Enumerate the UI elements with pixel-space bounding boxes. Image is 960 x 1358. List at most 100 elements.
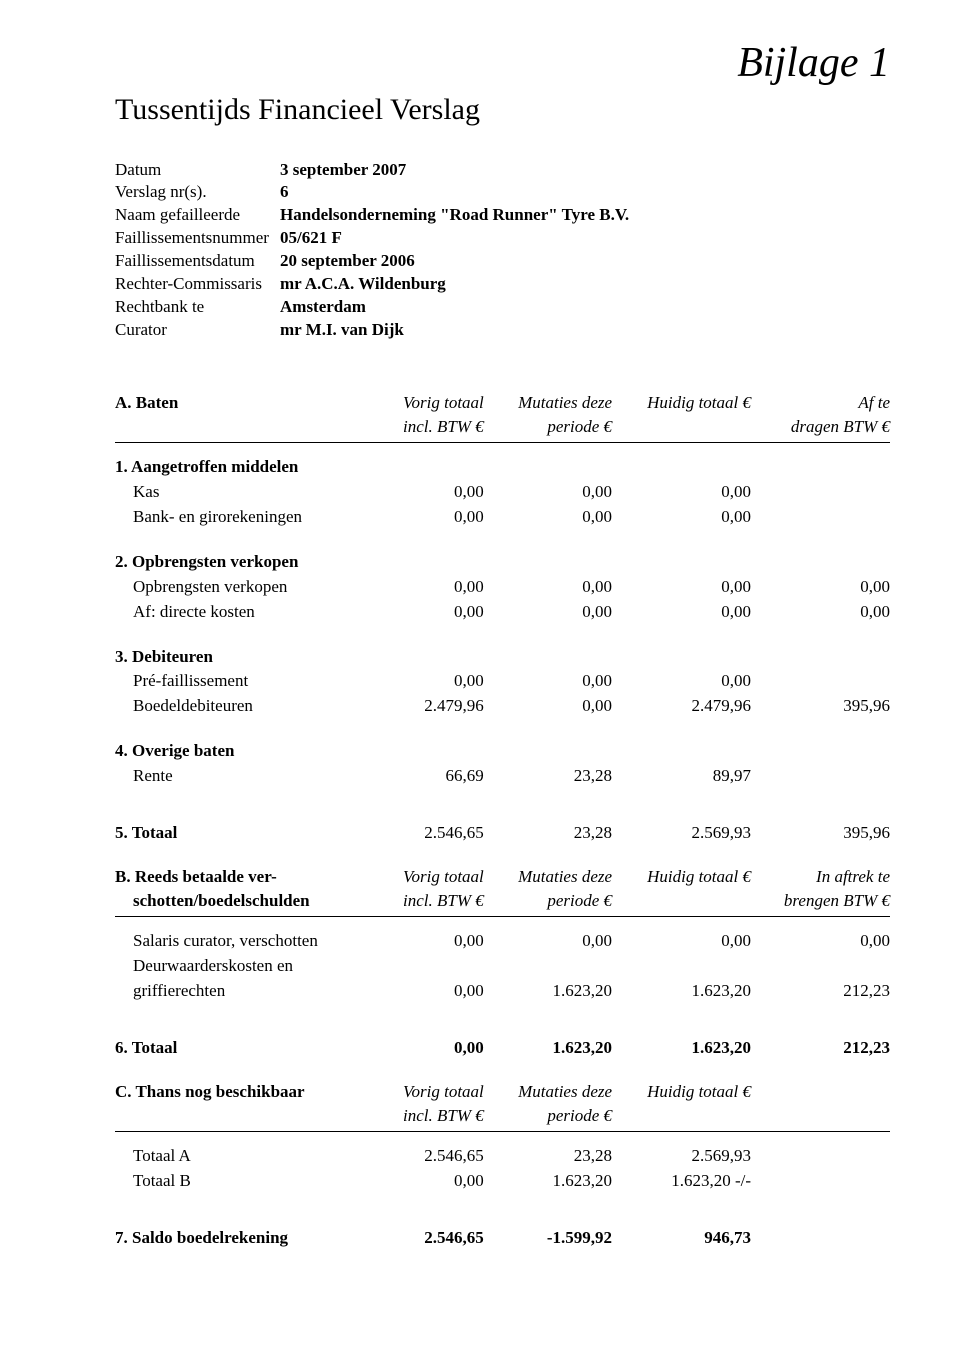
col-head: Huidig totaal € — [612, 1081, 751, 1105]
data-row: Boedeldebiteuren 2.479,96 0,00 2.479,96 … — [115, 694, 890, 719]
cell: 23,28 — [484, 1144, 612, 1169]
total-row: 5. Totaal 2.546,65 23,28 2.569,93 395,96 — [115, 821, 890, 846]
section-b-title1: B. Reeds betaalde ver- — [115, 866, 356, 890]
financial-table: A. Baten Vorig totaal Mutaties deze Huid… — [115, 392, 890, 1250]
col-head: Af te — [751, 392, 890, 416]
cell: -1.599,92 — [484, 1226, 612, 1251]
meta-label: Rechtbank te — [115, 296, 280, 319]
meta-value: mr A.C.A. Wildenburg — [280, 273, 629, 296]
cell: 0,00 — [484, 694, 612, 719]
cell: 23,28 — [484, 821, 612, 846]
col-head: incl. BTW € — [356, 1105, 484, 1129]
cell — [751, 1226, 890, 1251]
cell: 212,23 — [751, 1036, 890, 1061]
col-head: Huidig totaal € — [612, 866, 751, 890]
row-label: Bank- en girorekeningen — [115, 505, 356, 530]
cell: 0,00 — [484, 600, 612, 625]
meta-value: mr M.I. van Dijk — [280, 319, 629, 342]
cell — [484, 954, 612, 979]
data-row: Totaal A 2.546,65 23,28 2.569,93 — [115, 1144, 890, 1169]
cell: 1.623,20 — [484, 1036, 612, 1061]
cell: 395,96 — [751, 821, 890, 846]
data-row: Opbrengsten verkopen 0,00 0,00 0,00 0,00 — [115, 575, 890, 600]
section-c-header2: incl. BTW € periode € — [115, 1105, 890, 1129]
meta-row: Datum3 september 2007 — [115, 159, 629, 182]
group-title: 1. Aangetroffen middelen — [115, 455, 356, 480]
group-title: 2. Opbrengsten verkopen — [115, 550, 356, 575]
meta-table: Datum3 september 2007 Verslag nr(s).6 Na… — [115, 159, 629, 343]
meta-label: Curator — [115, 319, 280, 342]
cell: 1.623,20 — [612, 1036, 751, 1061]
section-a-header: A. Baten Vorig totaal Mutaties deze Huid… — [115, 392, 890, 416]
cell — [751, 954, 890, 979]
section-a-title: A. Baten — [115, 392, 356, 416]
section-c-title: C. Thans nog beschikbaar — [115, 1081, 356, 1105]
meta-label: Verslag nr(s). — [115, 181, 280, 204]
meta-row: Faillissementsnummer05/621 F — [115, 227, 629, 250]
meta-row: Verslag nr(s).6 — [115, 181, 629, 204]
col-head: Vorig totaal — [356, 1081, 484, 1105]
data-row: Rente 66,69 23,28 89,97 — [115, 764, 890, 789]
cell: 2.569,93 — [612, 1144, 751, 1169]
row-label: Deurwaarderskosten en — [115, 954, 356, 979]
cell: 0,00 — [484, 505, 612, 530]
data-row: Deurwaarderskosten en — [115, 954, 890, 979]
row-label: Opbrengsten verkopen — [115, 575, 356, 600]
cell: 0,00 — [356, 669, 484, 694]
data-row: Kas 0,00 0,00 0,00 — [115, 480, 890, 505]
col-head: Vorig totaal — [356, 392, 484, 416]
section-b-header2: schotten/boedelschulden incl. BTW € peri… — [115, 890, 890, 914]
cell: 212,23 — [751, 979, 890, 1004]
data-row: Pré-faillissement 0,00 0,00 0,00 — [115, 669, 890, 694]
cell: 0,00 — [612, 600, 751, 625]
meta-value: 3 september 2007 — [280, 159, 629, 182]
group-title: 4. Overige baten — [115, 739, 356, 764]
row-label: Kas — [115, 480, 356, 505]
cell: 89,97 — [612, 764, 751, 789]
meta-value: 6 — [280, 181, 629, 204]
group-title: 5. Totaal — [115, 821, 356, 846]
cell — [751, 669, 890, 694]
meta-value: 20 september 2006 — [280, 250, 629, 273]
cell: 0,00 — [356, 979, 484, 1004]
cell: 0,00 — [484, 575, 612, 600]
meta-label: Datum — [115, 159, 280, 182]
meta-row: Faillissementsdatum20 september 2006 — [115, 250, 629, 273]
row-label: Af: directe kosten — [115, 600, 356, 625]
section-c-header: C. Thans nog beschikbaar Vorig totaal Mu… — [115, 1081, 890, 1105]
cell: 0,00 — [612, 575, 751, 600]
group-title: 7. Saldo boedelrekening — [115, 1226, 356, 1251]
section-b-title2: schotten/boedelschulden — [115, 890, 356, 914]
meta-value: 05/621 F — [280, 227, 629, 250]
col-head: periode € — [484, 890, 612, 914]
cell: 0,00 — [356, 1036, 484, 1061]
col-head: incl. BTW € — [356, 890, 484, 914]
cell: 0,00 — [612, 480, 751, 505]
cell: 1.623,20 -/- — [612, 1169, 751, 1194]
cell: 395,96 — [751, 694, 890, 719]
cell: 1.623,20 — [484, 1169, 612, 1194]
cell — [356, 954, 484, 979]
col-head: Mutaties deze — [484, 392, 612, 416]
col-head: Mutaties deze — [484, 1081, 612, 1105]
col-head: incl. BTW € — [356, 416, 484, 440]
meta-row: Rechtbank teAmsterdam — [115, 296, 629, 319]
col-head: dragen BTW € — [751, 416, 890, 440]
cell — [751, 480, 890, 505]
cell: 0,00 — [356, 480, 484, 505]
cell: 0,00 — [356, 929, 484, 954]
data-row: Totaal B 0,00 1.623,20 1.623,20 -/- — [115, 1169, 890, 1194]
meta-row: Curatormr M.I. van Dijk — [115, 319, 629, 342]
cell: 0,00 — [356, 505, 484, 530]
meta-value: Handelsonderneming "Road Runner" Tyre B.… — [280, 204, 629, 227]
total-row: 6. Totaal 0,00 1.623,20 1.623,20 212,23 — [115, 1036, 890, 1061]
section-a-header2: incl. BTW € periode € dragen BTW € — [115, 416, 890, 440]
row-label: Salaris curator, verschotten — [115, 929, 356, 954]
cell: 2.546,65 — [356, 1226, 484, 1251]
cell: 0,00 — [751, 600, 890, 625]
cell — [751, 505, 890, 530]
cell: 2.479,96 — [356, 694, 484, 719]
cell: 0,00 — [356, 600, 484, 625]
col-head: periode € — [484, 1105, 612, 1129]
cell: 946,73 — [612, 1226, 751, 1251]
